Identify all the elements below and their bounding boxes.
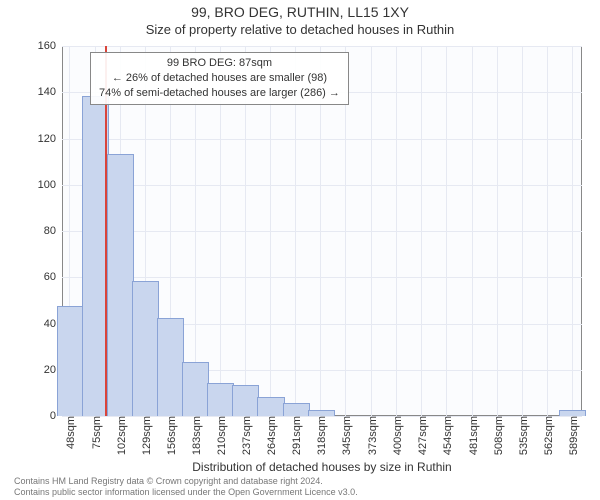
annotation-box: 99 BRO DEG: 87sqm← 26% of detached house…: [90, 52, 349, 105]
histogram-bar: [57, 306, 84, 416]
gridline-v: [396, 46, 397, 416]
y-tick-label: 160: [38, 40, 62, 52]
x-tick-label: 508sqm: [489, 416, 505, 455]
gridline-h: [62, 185, 582, 186]
y-tick-label: 60: [44, 271, 62, 283]
y-tick-label: 100: [38, 179, 62, 191]
page-title: 99, BRO DEG, RUTHIN, LL15 1XY: [0, 4, 600, 20]
x-tick-label: 535sqm: [514, 416, 530, 455]
histogram-bar: [308, 410, 335, 416]
x-tick-label: 454sqm: [438, 416, 454, 455]
gridline-v: [371, 46, 372, 416]
x-tick-label: 481sqm: [464, 416, 480, 455]
x-tick-label: 589sqm: [564, 416, 580, 455]
footer-attribution: Contains HM Land Registry data © Crown c…: [14, 476, 358, 498]
histogram-bar: [559, 410, 586, 416]
y-tick-label: 80: [44, 225, 62, 237]
x-tick-label: 237sqm: [237, 416, 253, 455]
annotation-line: ← 26% of detached houses are smaller (98…: [99, 71, 340, 86]
histogram-bar: [182, 362, 209, 416]
x-tick-label: 562sqm: [539, 416, 555, 455]
gridline-h: [62, 231, 582, 232]
gridline-v: [547, 46, 548, 416]
x-tick-label: 345sqm: [337, 416, 353, 455]
x-tick-label: 48sqm: [61, 416, 77, 449]
gridline-h: [62, 277, 582, 278]
histogram-bar: [157, 318, 184, 416]
histogram-bar: [257, 397, 284, 417]
footer-line-1: Contains HM Land Registry data © Crown c…: [14, 476, 358, 487]
x-tick-label: 427sqm: [413, 416, 429, 455]
x-tick-label: 318sqm: [312, 416, 328, 455]
x-tick-label: 373sqm: [363, 416, 379, 455]
gridline-v: [497, 46, 498, 416]
x-tick-label: 129sqm: [137, 416, 153, 455]
annotation-line: 74% of semi-detached houses are larger (…: [99, 86, 340, 101]
chart-plot-area: 02040608010012014016048sqm75sqm102sqm129…: [62, 46, 582, 416]
gridline-v: [446, 46, 447, 416]
histogram-bar: [207, 383, 234, 416]
x-tick-label: 210sqm: [212, 416, 228, 455]
histogram-bar: [232, 385, 259, 416]
histogram-bar: [132, 281, 159, 416]
footer-line-2: Contains public sector information licen…: [14, 487, 358, 498]
gridline-h: [62, 46, 582, 47]
x-axis-label: Distribution of detached houses by size …: [62, 460, 582, 474]
gridline-v: [472, 46, 473, 416]
x-tick-label: 400sqm: [388, 416, 404, 455]
annotation-line: 99 BRO DEG: 87sqm: [99, 56, 340, 71]
x-tick-label: 75sqm: [87, 416, 103, 449]
y-tick-label: 140: [38, 86, 62, 98]
histogram-bar: [107, 154, 134, 416]
y-tick-label: 120: [38, 133, 62, 145]
gridline-v: [421, 46, 422, 416]
gridline-v: [522, 46, 523, 416]
x-tick-label: 264sqm: [262, 416, 278, 455]
histogram-bar: [283, 403, 310, 416]
x-tick-label: 102sqm: [112, 416, 128, 455]
gridline-h: [62, 139, 582, 140]
x-tick-label: 183sqm: [187, 416, 203, 455]
x-tick-label: 291sqm: [287, 416, 303, 455]
gridline-v: [572, 46, 573, 416]
page-subtitle: Size of property relative to detached ho…: [0, 22, 600, 37]
x-tick-label: 156sqm: [162, 416, 178, 455]
